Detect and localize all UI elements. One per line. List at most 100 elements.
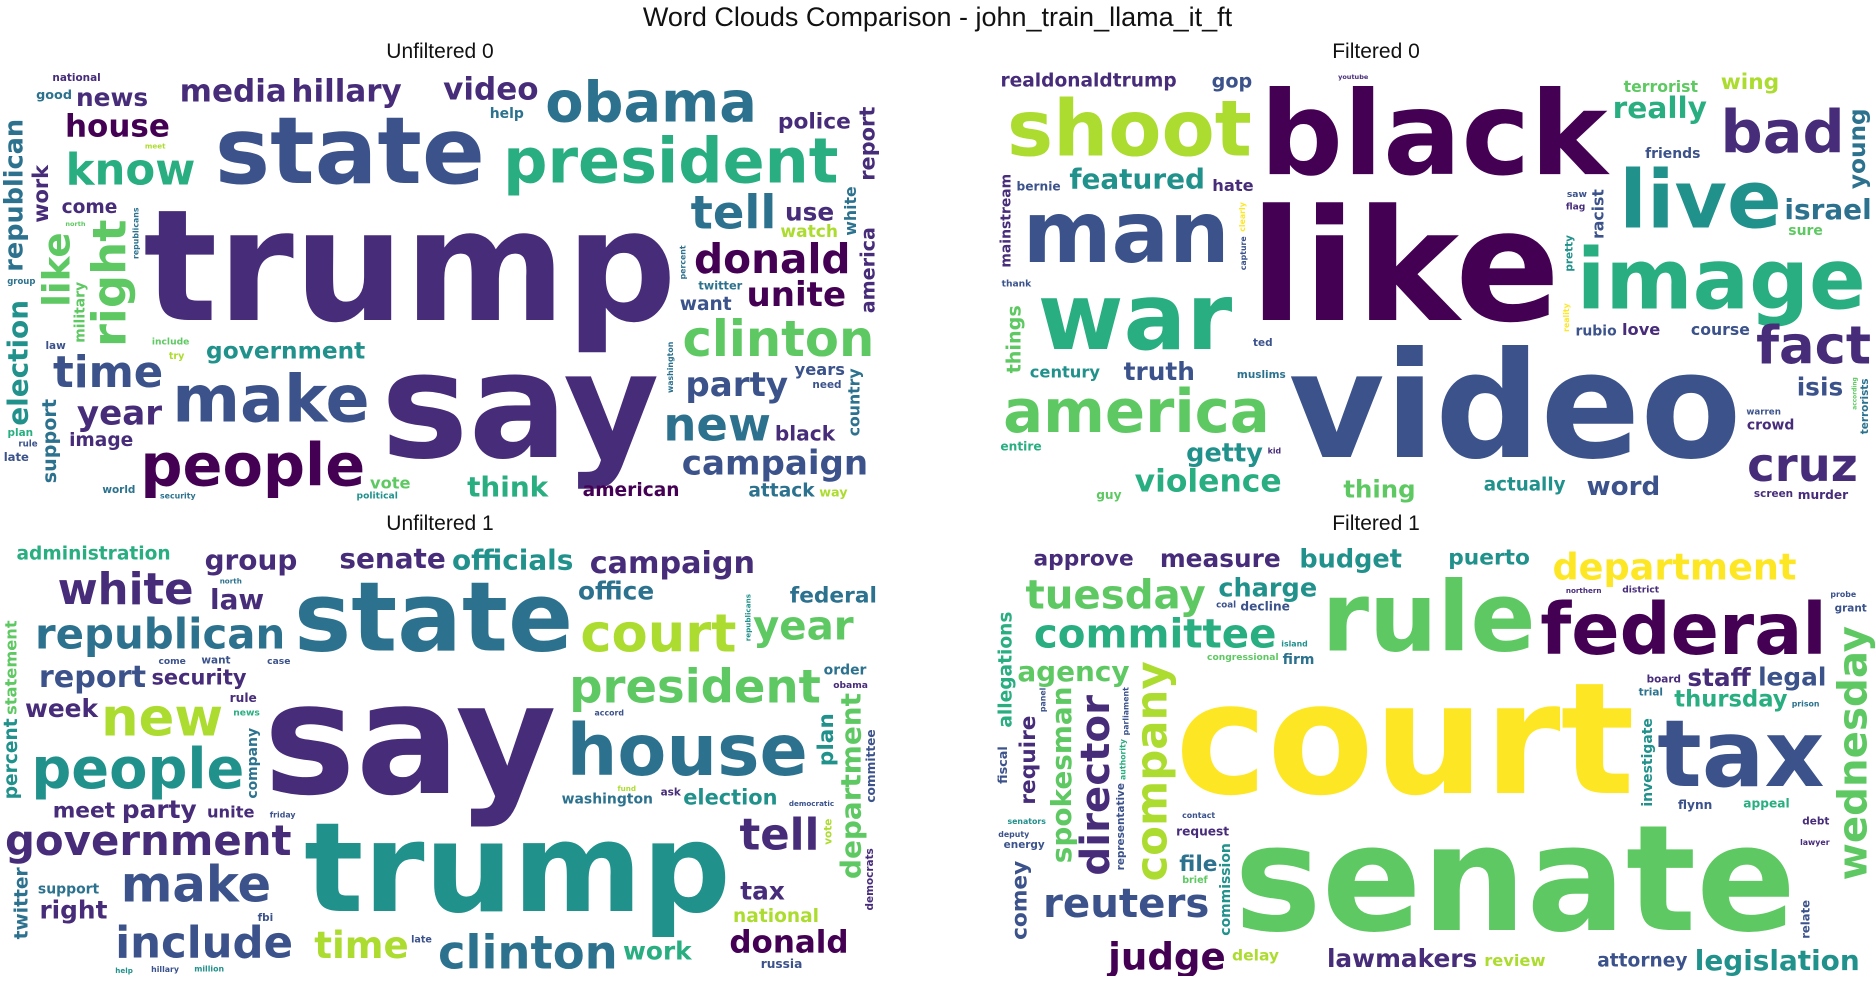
wordcloud-word: security — [160, 491, 196, 500]
wordcloud-word: gop — [1212, 70, 1253, 92]
wordcloud-word: case — [267, 657, 290, 667]
wordcloud-word: grant — [1835, 603, 1867, 615]
wordcloud-word: white — [841, 186, 860, 235]
wordcloud-word: news — [76, 83, 148, 112]
wordcloud-word: court — [580, 604, 736, 665]
wordcloud-word: committee — [864, 729, 878, 802]
wordcloud-filtered-0: like video black image america war man live shoo… — [995, 70, 1875, 503]
wordcloud-word: president — [569, 660, 821, 714]
wordcloud-word: way — [819, 486, 848, 501]
wordcloud-word: election — [2, 300, 35, 426]
wordcloud-word: republicans — [132, 207, 141, 259]
wordcloud-word: decline — [1240, 600, 1290, 614]
wordcloud-word: obama — [833, 681, 868, 691]
wordcloud-word: prison — [1792, 699, 1820, 708]
wordcloud-word: news — [233, 708, 260, 718]
wordcloud-word: thursday — [1674, 687, 1788, 713]
wordcloud-word: probe — [1830, 590, 1856, 599]
wordcloud-word: republican — [0, 119, 30, 272]
wordcloud-word: democratic — [789, 799, 834, 808]
wordcloud-word: tell — [691, 186, 777, 240]
wordcloud-word: commission — [1218, 843, 1234, 936]
wordcloud-word: percent — [678, 245, 687, 279]
wordcloud-word: wing — [1721, 70, 1779, 95]
wordcloud-word: vote — [370, 473, 411, 492]
wordcloud-word: use — [785, 197, 834, 226]
wordcloud-word: allegations — [996, 612, 1017, 728]
wordcloud-word: right — [82, 220, 136, 348]
wordcloud-word: shoot — [1007, 84, 1252, 174]
wordcloud-word: really — [1613, 90, 1707, 125]
wordcloud-word: come — [62, 197, 118, 218]
wordcloud-word: northern — [1566, 586, 1602, 595]
wordcloud-word: ted — [1253, 337, 1273, 349]
wordcloud-word: like — [34, 232, 78, 306]
wordcloud-word: hate — [1212, 176, 1253, 195]
wordcloud-word: twitter — [12, 867, 33, 940]
wordcloud-word: campaign — [682, 443, 868, 483]
wordcloud-word: murder — [1798, 488, 1848, 502]
wordcloud-word: featured — [1069, 163, 1205, 196]
wordcloud-word: obama — [545, 71, 757, 136]
wordcloud-unfiltered-0: trump say state make president people obama don… — [0, 70, 880, 503]
wordcloud-word: republicans — [744, 594, 753, 641]
wordcloud-word: people — [140, 430, 365, 499]
wordcloud-word: white — [58, 565, 194, 615]
wordcloud-word: world — [102, 484, 135, 496]
wordcloud-word: support — [38, 882, 100, 898]
wordcloud-word: director — [1072, 695, 1119, 876]
wordcloud-word: late — [411, 935, 432, 946]
wordcloud-word: approve — [1034, 547, 1134, 572]
wordcloud-word: muslims — [1237, 369, 1286, 381]
wordcloud-word: court — [1175, 649, 1634, 830]
wordcloud-word: appeal — [1743, 797, 1789, 811]
wordcloud-word: word — [1586, 472, 1660, 502]
wordcloud-word: work — [623, 937, 692, 966]
wordcloud-word: include — [115, 918, 293, 968]
wordcloud-word: attack — [748, 480, 815, 501]
wordcloud-word: plan — [8, 427, 34, 439]
wordcloud-word: panel — [1038, 687, 1047, 712]
wordcloud-word: terrorist — [1624, 77, 1699, 96]
wordcloud-word: come — [158, 657, 185, 667]
wordcloud-word: entire — [1000, 439, 1041, 453]
wordcloud-word: warren — [1746, 408, 1781, 418]
wordcloud-word: military — [72, 282, 88, 343]
wordcloud-word: bad — [1721, 97, 1845, 166]
wordcloud-word: try — [169, 351, 185, 362]
wordcloud-word: black — [1260, 70, 1610, 202]
wordcloud-word: hillary — [291, 73, 401, 109]
wordcloud-word: time — [53, 348, 163, 398]
wordcloud-word: administration — [17, 544, 171, 565]
wordcloud-word: senate — [339, 543, 445, 575]
wordcloud-word: security — [151, 665, 246, 689]
wordcloud-word: country — [845, 368, 864, 436]
wordcloud-word: sure — [1788, 223, 1823, 239]
wordcloud-word: accord — [595, 708, 624, 717]
wordcloud-word: group — [7, 277, 35, 287]
wordcloud-word: capture — [1239, 236, 1248, 270]
wordcloud-word: tell — [740, 811, 820, 861]
wordcloud-word: measure — [1160, 544, 1281, 573]
wordcloud-word: like — [1250, 176, 1560, 357]
wordcloud-word: young — [1844, 108, 1871, 189]
wordcloud-word: media — [180, 73, 287, 109]
wordcloud-word: parliament — [1122, 687, 1131, 735]
wordcloud-word: help — [115, 966, 133, 975]
wordcloud-word: comey — [1008, 861, 1033, 940]
wordcloud-word: order — [824, 662, 867, 678]
wordcloud-word: year — [77, 393, 162, 433]
wordcloud-word: america — [1003, 377, 1270, 446]
wordcloud-word: request — [1176, 824, 1229, 838]
wordcloud-word: attorney — [1597, 951, 1687, 972]
wordcloud-word: late — [4, 450, 29, 464]
wordcloud-word: things — [1003, 305, 1026, 373]
wordcloud-word: american — [583, 480, 680, 501]
wordcloud-word: department — [835, 693, 868, 879]
wordcloud-word: washington — [666, 342, 675, 393]
panel-title-unfiltered-1: Unfiltered 1 — [386, 512, 494, 535]
wordcloud-word: legal — [1758, 662, 1826, 691]
wordcloud-word: rule — [18, 439, 37, 449]
wordcloud-word: debt — [1802, 816, 1829, 828]
